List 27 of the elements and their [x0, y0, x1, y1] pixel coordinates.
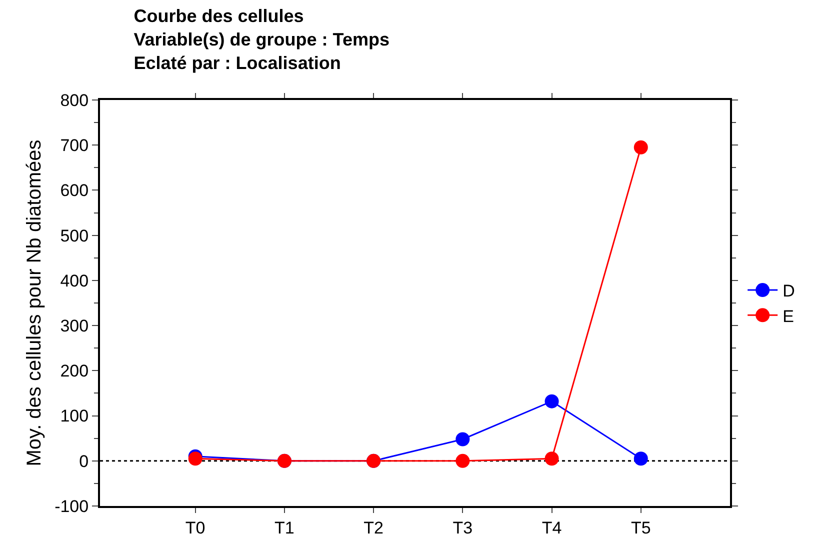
- y-tick-label: 500: [60, 226, 89, 246]
- point: [188, 452, 202, 466]
- x-tick-label: T4: [542, 518, 562, 538]
- legend-label: E: [782, 306, 794, 326]
- point: [456, 454, 470, 468]
- y-axis-title: Moy. des cellules pour Nb diatomées: [24, 140, 46, 466]
- point: [456, 432, 470, 446]
- y-tick-label: 200: [60, 362, 89, 381]
- y-tick-label: 100: [60, 406, 89, 426]
- x-tick-label: T3: [452, 518, 473, 538]
- x-tick-label: T2: [364, 518, 384, 538]
- y-tick-label: 0: [79, 452, 89, 471]
- y-tick-label: 300: [60, 316, 89, 336]
- chart-title: Courbe des cellules Variable(s) de groupe : Temps Eclaté par : Localisation: [134, 6, 390, 73]
- y-tick-label: 700: [60, 136, 89, 156]
- point: [544, 394, 559, 408]
- y-tick-label: 600: [60, 181, 89, 200]
- legend-label: D: [782, 282, 795, 301]
- point: [634, 452, 648, 466]
- x-tick-label: T5: [630, 518, 651, 538]
- x-tick-label: T1: [274, 518, 294, 538]
- y-tick-label: -100: [54, 496, 89, 516]
- point: [544, 452, 559, 466]
- y-tick-label: 800: [60, 90, 89, 110]
- x-tick-label: T0: [185, 518, 206, 538]
- point: [634, 140, 648, 154]
- y-tick-label: 400: [60, 271, 89, 290]
